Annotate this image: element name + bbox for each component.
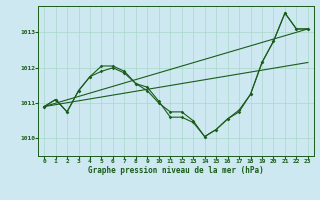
X-axis label: Graphe pression niveau de la mer (hPa): Graphe pression niveau de la mer (hPa) <box>88 166 264 175</box>
